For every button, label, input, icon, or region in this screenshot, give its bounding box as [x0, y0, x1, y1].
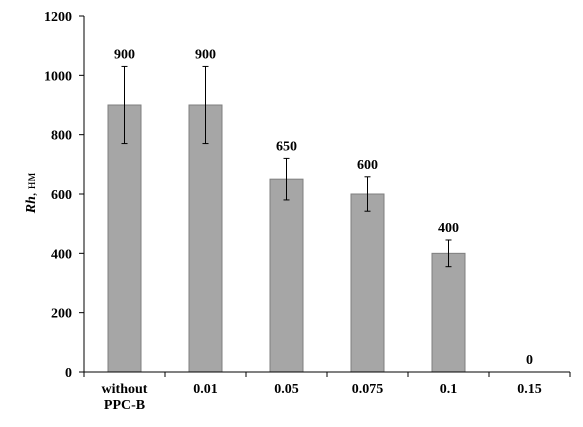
y-tick-label: 200 — [51, 307, 72, 322]
error-bars-layer — [121, 65, 452, 268]
bar — [107, 104, 142, 373]
x-ticks-layer: without PPC-B 0.01 0.05 0.075 0.1 0.15 — [83, 372, 571, 413]
y-ticks-layer: 0 200 400 600 800 1000 1200 — [44, 10, 84, 381]
data-labels-layer: 900 900 650 600 400 0 — [114, 47, 533, 368]
data-label: 900 — [195, 47, 216, 62]
x-tick-label: 0.01 — [193, 382, 218, 397]
y-tick-label: 0 — [65, 366, 72, 381]
x-tick-label: 0.075 — [352, 382, 384, 397]
data-label: 900 — [114, 47, 135, 62]
x-tick-label: 0.05 — [274, 382, 299, 397]
bar — [188, 104, 223, 373]
data-label: 600 — [357, 158, 378, 173]
bar — [350, 193, 385, 373]
x-tick-label: 0.15 — [517, 382, 542, 397]
bar — [431, 252, 466, 373]
y-tick-label: 1000 — [44, 69, 72, 84]
y-axis-title-symbol: Rh — [24, 196, 39, 214]
data-label: 0 — [526, 353, 533, 368]
y-tick-label: 800 — [51, 129, 72, 144]
data-label: 400 — [438, 221, 459, 236]
bar — [269, 178, 304, 373]
y-tick-label: 600 — [51, 188, 72, 203]
y-tick-label: 1200 — [44, 10, 72, 25]
x-tick-label: 0.1 — [440, 382, 458, 397]
axes-layer — [83, 16, 570, 373]
y-axis-title: Rh, нм — [24, 173, 39, 215]
y-tick-label: 400 — [51, 247, 72, 262]
data-label: 650 — [276, 139, 297, 154]
y-axis-title-unit: , нм — [24, 173, 39, 196]
x-tick-label: without PPC-B — [102, 382, 148, 413]
